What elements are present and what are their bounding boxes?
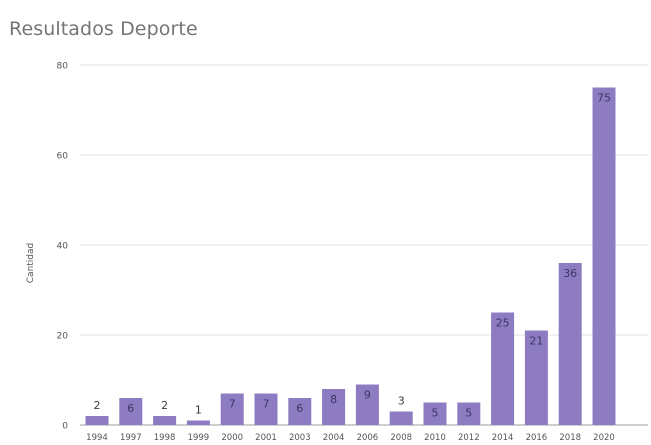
data-label: 5: [432, 407, 439, 420]
x-tick-label: 2010: [424, 433, 446, 443]
bar: [389, 411, 413, 425]
x-tick-label: 2006: [357, 433, 379, 443]
bar: [119, 398, 143, 425]
bar: [355, 384, 379, 425]
x-tick-label: 2008: [390, 433, 412, 443]
data-label: 2: [161, 399, 168, 412]
data-label: 36: [563, 267, 577, 280]
data-label: 2: [94, 399, 101, 412]
x-tick-label: 1994: [86, 433, 108, 443]
bar: [592, 87, 616, 425]
x-tick-label: 1998: [154, 433, 176, 443]
y-tick-label: 0: [62, 422, 68, 432]
data-label: 25: [496, 317, 510, 330]
data-label: 21: [529, 335, 543, 348]
y-axis-label: Cantidad: [26, 243, 36, 283]
y-tick-label: 60: [57, 152, 69, 162]
data-label: 75: [597, 92, 611, 105]
bar: [457, 402, 481, 425]
bar: [288, 398, 312, 425]
bar: [423, 402, 447, 425]
x-tick-label: 2020: [593, 433, 615, 443]
bar: [491, 312, 515, 425]
y-tick-label: 80: [57, 62, 69, 72]
bar: [558, 263, 582, 425]
data-label: 7: [229, 398, 236, 411]
x-tick-label: 2016: [526, 433, 548, 443]
bar: [524, 330, 548, 425]
x-tick-label: 2001: [255, 433, 277, 443]
y-tick-label: 20: [57, 332, 69, 342]
bar: [186, 420, 210, 425]
y-tick-label: 40: [57, 242, 69, 252]
y-axis-ticks: 0 20 40 60 80: [57, 62, 69, 432]
bar: [220, 393, 244, 425]
x-tick-label: 2000: [221, 433, 243, 443]
x-tick-label: 2014: [492, 433, 514, 443]
x-tick-label: 1999: [188, 433, 210, 443]
x-tick-label: 2012: [458, 433, 480, 443]
x-axis-ticks: 1994 1997 1998 1999 2000 2001 2003 2004 2006 2008…: [86, 433, 615, 443]
data-label: 6: [127, 402, 134, 415]
x-tick-label: 1997: [120, 433, 142, 443]
data-label: 5: [465, 407, 472, 420]
data-label: 7: [263, 398, 270, 411]
bar: [85, 416, 109, 425]
x-tick-label: 2004: [323, 433, 345, 443]
x-tick-label: 2018: [559, 433, 581, 443]
data-label: 6: [296, 402, 303, 415]
bars: [85, 87, 616, 425]
bar: [322, 389, 346, 425]
bar: [254, 393, 278, 425]
data-label: 9: [364, 389, 371, 402]
x-tick-label: 2003: [289, 433, 311, 443]
data-label: 8: [330, 393, 337, 406]
data-label: 3: [398, 395, 405, 408]
data-label: 1: [195, 404, 202, 417]
chart-title: Resultados Deporte: [9, 18, 198, 40]
bar: [153, 416, 177, 425]
